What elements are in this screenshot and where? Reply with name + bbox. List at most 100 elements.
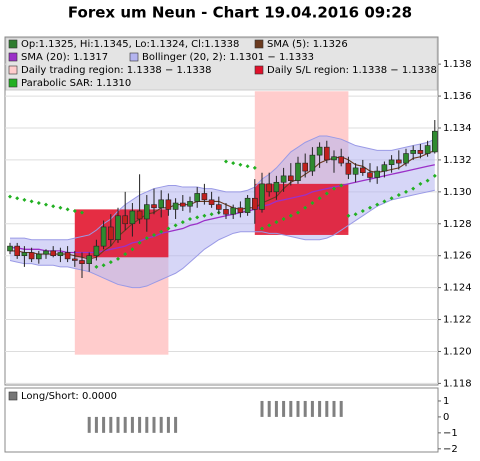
sma5-line [10,149,436,260]
candle-body [180,202,186,207]
sar-dot [101,263,106,268]
sar-dot [44,202,48,207]
candle-body [273,181,280,193]
legend-swatch [129,52,139,62]
y-tick-label: 1.122 [443,315,472,326]
y-tick-label: 1.118 [443,378,472,389]
candle-body [403,153,409,164]
sar-dot [180,220,185,225]
long-short-bar [123,416,127,433]
sar-dot [36,201,41,206]
sar-dot [144,236,149,241]
lower-panel [4,387,439,453]
sar-dot [188,216,192,221]
sar-dot [231,161,236,166]
candle-body [165,199,172,210]
candle-body [223,209,229,215]
candle-body [259,183,265,210]
y-tick-label: 1.130 [443,187,472,198]
candle-body [129,210,136,225]
bollinger-upper [10,135,436,241]
candle-body [50,250,57,256]
candle-body [108,226,114,241]
candle-body [331,156,337,161]
legend-swatch [8,65,18,75]
sl-region [254,183,349,235]
sar-dot [51,204,56,209]
long-short-bar [94,416,98,433]
long-short-bar [339,400,343,417]
legend-label: SMA (20): 1.1317 [21,52,108,63]
legend-swatch [8,39,18,49]
sar-dot [15,196,20,201]
legend-label: Long/Short: 0.0000 [21,391,117,402]
long-short-bar [296,400,300,417]
long-short-bar [174,416,178,433]
candle-body [122,215,128,225]
long-short-bar [303,400,307,417]
sar-dot [202,213,207,218]
candle-body [302,162,309,172]
long-short-bar [159,416,163,433]
sar-dot [310,201,315,206]
y-tick-label: 1.136 [443,91,472,102]
candle-body [7,245,13,252]
y-tick-label: 1.132 [443,155,472,166]
sar-dot [267,223,272,228]
candle-body [93,245,100,256]
candle-body [395,159,402,164]
long-short-bar [145,416,149,433]
sar-dot [116,256,120,261]
candle-body [194,193,200,202]
candle-body [187,201,193,207]
sar-dot [108,260,113,265]
long-short-bar [332,400,336,417]
candle-body [309,154,316,172]
y-tick-label: −2 [443,444,458,455]
sar-dot [80,210,84,215]
sar-dot [152,232,156,237]
legend-swatch [254,65,264,75]
candle-body [57,252,64,256]
y-tick-label: 1.128 [443,219,472,230]
sar-dot [29,199,34,204]
candle-body [72,258,78,261]
long-short-bar [130,416,134,433]
candle-body [244,197,251,213]
candle-body [237,207,244,213]
sar-dot [404,189,408,194]
long-short-bar [116,416,120,433]
y-tick-label: 1.138 [443,59,472,70]
y-tick-label: 1 [443,396,449,407]
y-tick-label: 1.134 [443,123,472,134]
candle-body [158,199,164,209]
legend-box [5,37,438,91]
candle-body [172,202,179,210]
candle-body [144,204,150,220]
legend-label: Op:1.1325, Hi:1.1345, Lo:1.1324, Cl:1.13… [21,39,239,50]
candle-body [21,252,28,256]
legend-label: Daily trading region: 1.1338 − 1.1338 [21,65,212,76]
legend-swatch [8,52,18,62]
legend-label: SMA (5): 1.1326 [267,39,348,50]
y-tick-label: 1.120 [443,346,472,357]
candle-body [388,159,395,166]
long-short-bar [166,416,170,433]
long-short-bar [274,400,278,417]
candle-body [43,250,49,255]
long-short-bar [267,400,271,417]
sar-dot [224,159,228,164]
sar-dot [375,202,380,207]
candle-body [86,255,92,264]
sar-dot [260,226,264,231]
chart-title: Forex um Neun - Chart 19.04.2016 09:28 [68,4,412,22]
candle-body [417,150,424,154]
sma20-line [10,164,435,254]
sar-dot [303,205,308,210]
candle-body [431,130,438,153]
long-short-bar [325,400,329,417]
candle-body [345,162,352,175]
sar-dot [166,226,171,231]
sar-dot [245,164,250,169]
